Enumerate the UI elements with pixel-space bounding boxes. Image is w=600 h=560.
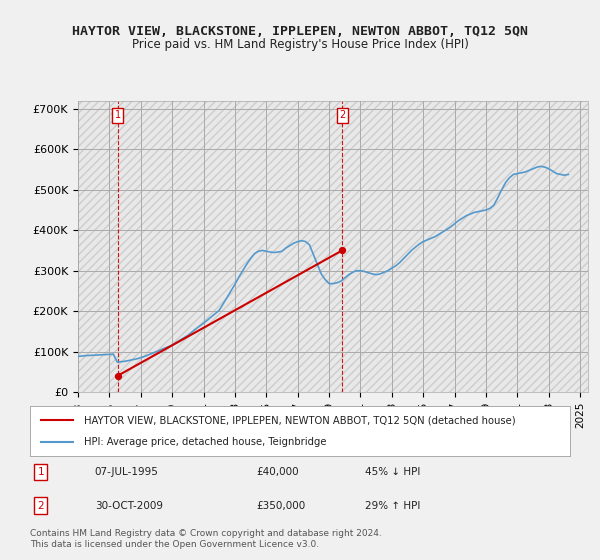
Text: 29% ↑ HPI: 29% ↑ HPI [365,501,420,511]
Text: 45% ↓ HPI: 45% ↓ HPI [365,467,420,477]
Point [337,246,347,255]
Text: 07-JUL-1995: 07-JUL-1995 [95,467,158,477]
Text: 1: 1 [37,467,44,477]
Point [113,371,122,380]
Text: Contains HM Land Registry data © Crown copyright and database right 2024.
This d: Contains HM Land Registry data © Crown c… [30,529,382,549]
Text: 2: 2 [37,501,44,511]
Text: 2: 2 [339,110,345,120]
Text: Price paid vs. HM Land Registry's House Price Index (HPI): Price paid vs. HM Land Registry's House … [131,38,469,51]
Text: HAYTOR VIEW, BLACKSTONE, IPPLEPEN, NEWTON ABBOT, TQ12 5QN: HAYTOR VIEW, BLACKSTONE, IPPLEPEN, NEWTO… [72,25,528,38]
Text: HPI: Average price, detached house, Teignbridge: HPI: Average price, detached house, Teig… [84,437,326,447]
Text: HAYTOR VIEW, BLACKSTONE, IPPLEPEN, NEWTON ABBOT, TQ12 5QN (detached house): HAYTOR VIEW, BLACKSTONE, IPPLEPEN, NEWTO… [84,415,515,425]
Text: £350,000: £350,000 [257,501,306,511]
Text: 1: 1 [115,110,121,120]
Text: £40,000: £40,000 [257,467,299,477]
Text: 30-OCT-2009: 30-OCT-2009 [95,501,163,511]
